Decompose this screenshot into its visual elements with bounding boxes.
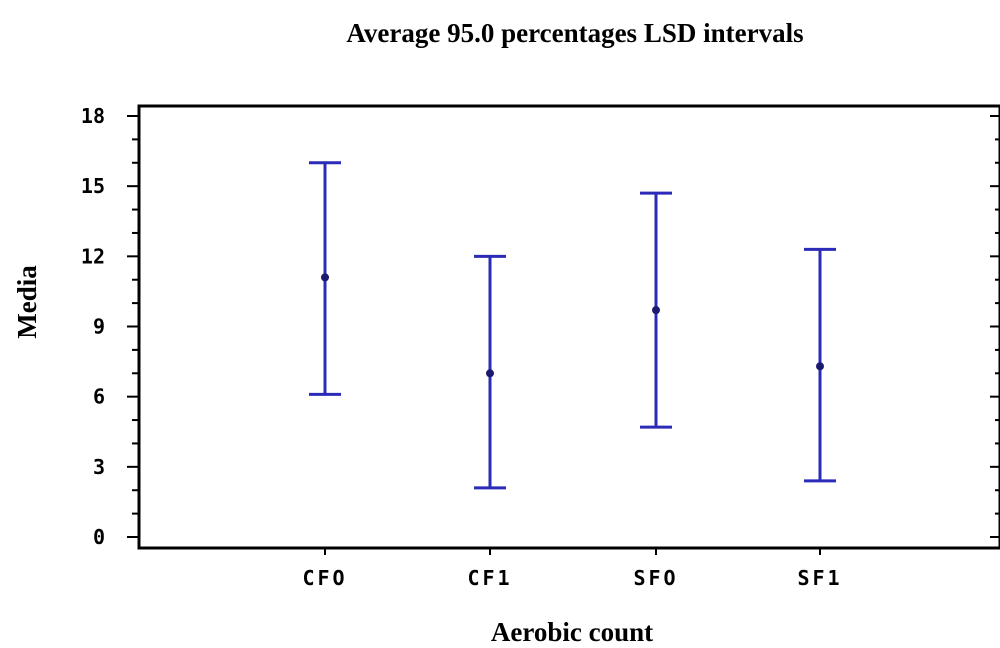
y-axis-label: Media bbox=[12, 265, 42, 339]
mean-point bbox=[486, 369, 494, 378]
chart-title: Average 95.0 percentages LSD intervals bbox=[346, 18, 803, 48]
plot-frame bbox=[137, 104, 1000, 550]
mean-point bbox=[816, 362, 824, 371]
x-tick-label: CF1 bbox=[467, 566, 512, 590]
x-tick-label: SFO bbox=[633, 566, 678, 590]
x-tick-label: CFO bbox=[302, 566, 347, 590]
x-tick-label: SF1 bbox=[797, 566, 842, 590]
y-tick-label: 18 bbox=[81, 104, 105, 128]
y-tick-label: 3 bbox=[93, 455, 105, 479]
mean-point bbox=[652, 306, 660, 315]
mean-point bbox=[321, 273, 329, 282]
plot-area: 0 3 6 9 12 15 18 CFO CF1 SFO SF1 bbox=[81, 104, 1000, 590]
y-tick-label: 12 bbox=[81, 244, 105, 268]
y-tick-label: 0 bbox=[93, 525, 105, 549]
y-tick-label: 6 bbox=[93, 385, 105, 409]
y-tick-label: 9 bbox=[93, 315, 105, 339]
x-axis-label: Aerobic count bbox=[491, 617, 653, 647]
y-tick-label: 15 bbox=[81, 174, 105, 198]
